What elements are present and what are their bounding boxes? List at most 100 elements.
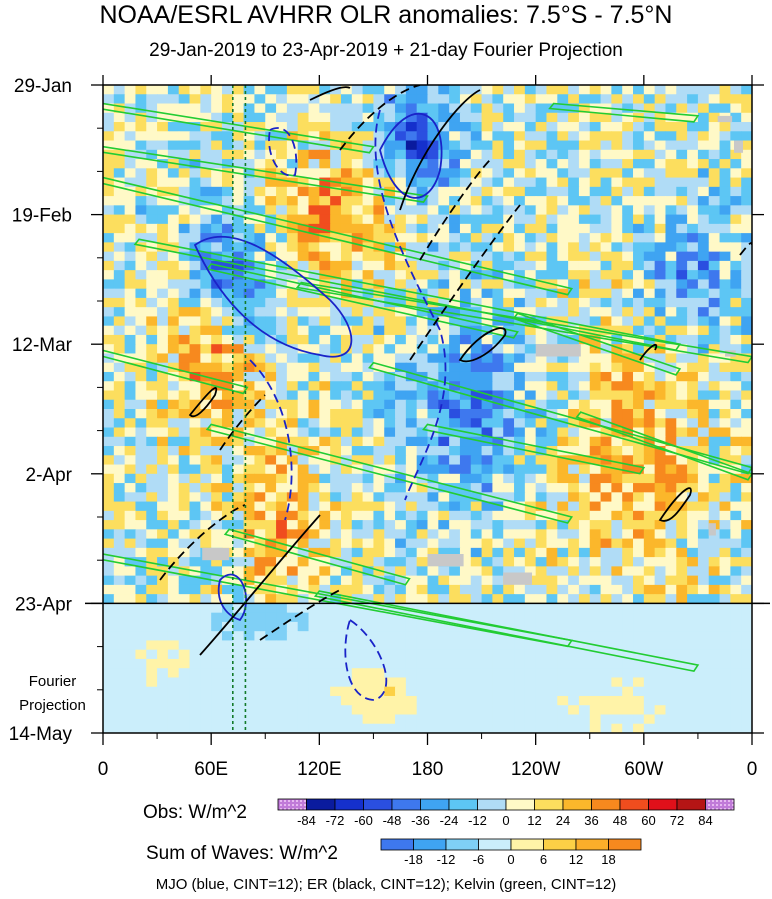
obs-colorbar-swatch <box>676 798 706 811</box>
obs-colorbar-tick: 72 <box>670 813 684 828</box>
y-tick-label: 2-Apr <box>26 465 73 486</box>
obs-colorbar-tick: 0 <box>502 813 509 828</box>
mjo-contour <box>344 618 388 701</box>
waves-colorbar-tick: -12 <box>437 852 456 867</box>
kelvin-contour <box>103 349 249 395</box>
obs-colorbar-tick: 84 <box>698 813 712 828</box>
waves-colorbar-tick: -18 <box>404 852 423 867</box>
waves-colorbar-swatch <box>608 838 642 851</box>
waves-colorbar-label: Sum of Waves: W/m^2 <box>146 843 338 864</box>
obs-colorbar-swatch <box>391 798 421 811</box>
kelvin-contour <box>205 263 519 339</box>
obs-colorbar-tick: -60 <box>354 813 373 828</box>
obs-colorbar-swatch <box>505 798 535 811</box>
x-tick-label: 0 <box>98 759 109 780</box>
kelvin-contour <box>103 145 429 203</box>
obs-colorbar-tick: 48 <box>613 813 627 828</box>
kelvin-contour <box>512 312 682 376</box>
mjo-contour <box>193 235 353 358</box>
obs-colorbar-swatch <box>334 798 364 811</box>
er-contour <box>188 387 218 418</box>
obs-colorbar-swatch <box>277 798 307 811</box>
waves-colorbar-tick: -6 <box>473 852 485 867</box>
obs-colorbar-tick: -12 <box>468 813 487 828</box>
waves-colorbar-swatch <box>575 838 609 851</box>
obs-colorbar-tick: 36 <box>584 813 598 828</box>
obs-colorbar-tick: 60 <box>641 813 655 828</box>
waves-colorbar-swatch <box>510 838 544 851</box>
kelvin-contour <box>103 176 574 296</box>
waves-colorbar: -18 -12 -6 0 6 12 18 <box>380 838 642 867</box>
x-tick-label: 120W <box>511 759 561 780</box>
er-contour <box>399 89 481 211</box>
waves-colorbar-swatch <box>380 838 414 851</box>
fourier-projection-label: Fourier Projection <box>10 670 95 718</box>
mjo-contour <box>249 359 293 521</box>
obs-colorbar-tick: -36 <box>411 813 430 828</box>
kelvin-contour <box>548 102 700 123</box>
waves-colorbar-swatch <box>543 838 577 851</box>
kelvin-contour <box>368 361 752 475</box>
obs-colorbar-swatch <box>591 798 621 811</box>
er-contour <box>658 487 692 522</box>
wave-contours <box>103 85 752 733</box>
kelvin-contour <box>313 590 700 673</box>
obs-colorbar-tick: -24 <box>440 813 459 828</box>
mjo-contour <box>268 127 298 177</box>
obs-colorbar-swatch <box>477 798 507 811</box>
er-contour <box>159 504 246 581</box>
mjo-contour <box>379 112 443 199</box>
contour-legend-footer: MJO (blue, CINT=12); ER (black, CINT=12)… <box>155 876 617 893</box>
er-contour <box>458 327 507 363</box>
waves-colorbar-tick: 6 <box>540 852 547 867</box>
er-contour <box>219 394 266 451</box>
obs-colorbar: -84 -72 -60 -48 -36 -24 -12 0 12 24 36 48 60 72 84 <box>277 798 735 828</box>
obs-colorbar-swatch <box>534 798 564 811</box>
er-contour <box>339 85 421 151</box>
kelvin-contour <box>205 423 574 524</box>
y-tick-label: 12-Mar <box>12 335 73 356</box>
er-contour <box>309 86 351 101</box>
waves-colorbar-swatch <box>413 838 447 851</box>
x-tick-label: 120E <box>297 759 341 780</box>
chart-title: NOAA/ESRL AVHRR OLR anomalies: 7.5°S - 7… <box>99 1 673 29</box>
obs-colorbar-swatch <box>619 798 649 811</box>
waves-colorbar-swatch <box>445 838 479 851</box>
obs-colorbar-swatch <box>448 798 478 811</box>
waves-colorbar-tick: 18 <box>601 852 615 867</box>
obs-colorbar-swatch <box>705 798 735 811</box>
y-tick-label: 23-Apr <box>15 594 73 615</box>
obs-heatmap <box>103 85 752 604</box>
er-contour <box>259 589 341 641</box>
fourier-label-line1: Fourier <box>28 673 77 690</box>
er-contour <box>199 514 321 656</box>
chart-subtitle: 29-Jan-2019 to 23-Apr-2019 + 21-day Four… <box>149 40 623 61</box>
obs-colorbar-swatch <box>648 798 678 811</box>
x-tick-label: 0 <box>747 759 758 780</box>
kelvin-contour <box>295 281 752 364</box>
x-tick-label: 180 <box>412 759 444 780</box>
obs-colorbar-swatch <box>363 798 393 811</box>
obs-colorbar-label: Obs: W/m^2 <box>143 802 247 823</box>
obs-colorbar-swatch <box>562 798 592 811</box>
y-tick-label: 29-Jan <box>14 76 72 97</box>
er-contour <box>639 343 658 361</box>
x-axis: 0 60E 120E 180 120W 60W 0 <box>98 75 758 780</box>
obs-colorbar-tick: -48 <box>383 813 402 828</box>
x-tick-label: 60E <box>194 759 228 780</box>
projection-heatmap <box>103 603 752 733</box>
obs-colorbar-tick: -84 <box>297 813 316 828</box>
obs-colorbar-swatch <box>306 798 336 811</box>
mjo-contour <box>374 109 447 501</box>
kelvin-contour <box>223 528 411 586</box>
er-contour <box>409 204 521 361</box>
kelvin-contour <box>422 423 646 475</box>
er-contour <box>419 159 491 261</box>
y-tick-label: 14-May <box>9 724 73 745</box>
mjo-contour <box>217 573 247 622</box>
y-tick-label: 19-Feb <box>12 206 72 227</box>
kelvin-contour <box>103 102 375 154</box>
obs-colorbar-tick: 24 <box>556 813 570 828</box>
waves-colorbar-tick: 12 <box>569 852 583 867</box>
waves-colorbar-swatch <box>478 838 512 851</box>
